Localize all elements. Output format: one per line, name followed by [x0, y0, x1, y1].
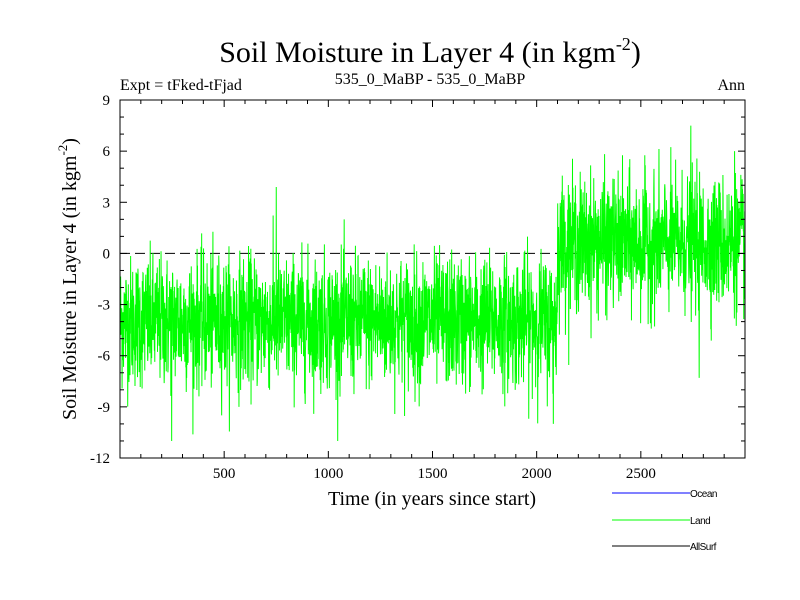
chart-title: Soil Moisture in Layer 4 (in kgm-2) — [219, 34, 641, 69]
subtitle-left: Expt = tFked-tFjad — [120, 77, 242, 94]
chart-title-suffix: ) — [631, 36, 641, 69]
legend-label-ocean: Ocean — [690, 489, 717, 500]
y-tick-label: -3 — [98, 298, 111, 314]
y-tick-label: -6 — [98, 349, 111, 365]
legend-label-land: Land — [690, 516, 710, 527]
y-axis-label-superscript: -2 — [55, 145, 70, 156]
subtitle-right: Ann — [717, 77, 745, 94]
x-tick-label: 500 — [213, 466, 236, 482]
x-tick-label: 1500 — [418, 466, 448, 482]
legend: Ocean Land AllSurf — [612, 489, 717, 553]
y-tick-label: 6 — [103, 144, 111, 160]
subtitle-center: 535_0_MaBP - 535_0_MaBP — [335, 71, 526, 88]
y-tick-label: 0 — [103, 246, 111, 262]
x-axis-label: Time (in years since start) — [328, 488, 536, 510]
y-tick-label: -9 — [98, 400, 111, 416]
legend-label-allsurf: AllSurf — [690, 542, 717, 553]
x-tick-label: 1000 — [313, 466, 343, 482]
y-tick-label: -12 — [90, 451, 110, 467]
y-axis-label: Soil Moisture in Layer 4 (in kgm-2) — [55, 138, 81, 420]
series-land-line — [119, 125, 746, 441]
chart-title-superscript: -2 — [616, 34, 631, 54]
y-tick-label: 3 — [103, 195, 111, 211]
y-tick-label: 9 — [103, 93, 111, 109]
x-tick-label: 2500 — [626, 466, 656, 482]
y-axis-label-suffix: ) — [59, 138, 81, 145]
x-tick-label: 2000 — [522, 466, 552, 482]
